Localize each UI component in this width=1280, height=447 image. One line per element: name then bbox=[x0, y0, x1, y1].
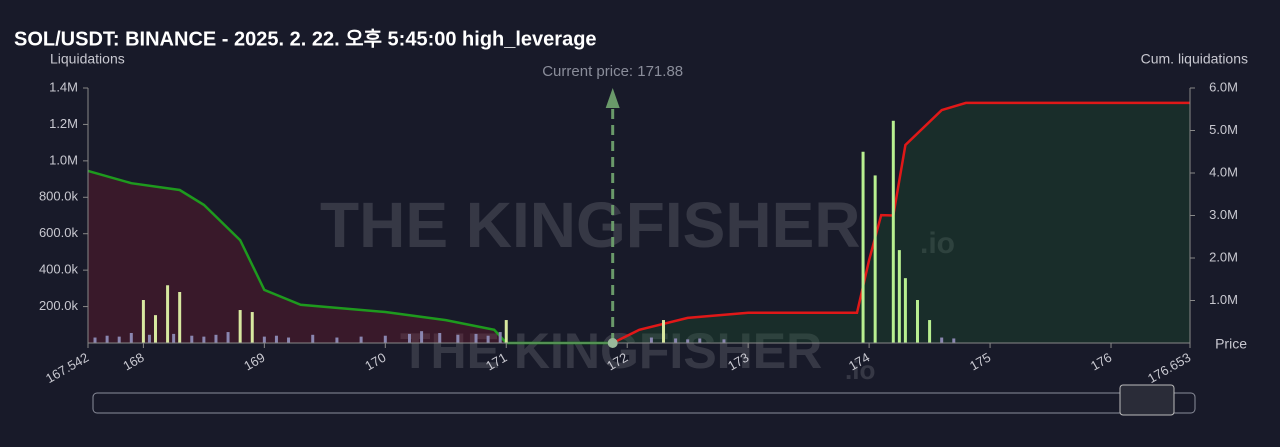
bar bbox=[915, 300, 919, 343]
watermark-text: THE KINGFISHER bbox=[320, 189, 860, 261]
y-tick-label: 200.0k bbox=[39, 298, 79, 313]
y-tick-label: 1.0M bbox=[49, 152, 78, 167]
bar bbox=[420, 331, 424, 343]
bar bbox=[456, 334, 460, 343]
watermark-suffix: .io bbox=[920, 227, 955, 260]
bar bbox=[686, 339, 690, 343]
bar bbox=[674, 338, 678, 343]
y2-tick-label: 5.0M bbox=[1209, 122, 1238, 137]
bar bbox=[903, 278, 907, 343]
chart-title: SOL/USDT: BINANCE - 2025. 2. 22. 오후 5:45… bbox=[14, 27, 597, 50]
y2-tick-label: 4.0M bbox=[1209, 164, 1238, 179]
bar bbox=[952, 338, 956, 343]
area bbox=[612, 102, 1190, 344]
bar bbox=[153, 315, 157, 343]
bar bbox=[335, 337, 339, 343]
y2-axis-label: Cum. liquidations bbox=[1141, 51, 1248, 67]
bar bbox=[105, 335, 109, 343]
bar bbox=[698, 338, 702, 343]
watermark: THE KINGFISHER .io THE KINGFISHER .io bbox=[320, 189, 955, 385]
bar bbox=[474, 333, 478, 343]
bar bbox=[274, 335, 278, 343]
bar bbox=[486, 335, 490, 343]
bar bbox=[129, 332, 133, 343]
bar bbox=[722, 339, 726, 343]
bar bbox=[928, 320, 932, 343]
bar bbox=[287, 337, 291, 343]
y2-tick-label: 6.0M bbox=[1209, 79, 1238, 94]
current-price-arrow bbox=[605, 88, 620, 108]
bar bbox=[238, 310, 242, 343]
watermark-suffix: .io bbox=[845, 355, 875, 385]
y2-tick-label: 2.0M bbox=[1209, 249, 1238, 264]
y2-tick-label: 1.0M bbox=[1209, 292, 1238, 307]
bar bbox=[897, 250, 901, 343]
bar bbox=[383, 335, 387, 343]
y-tick-label: 600.0k bbox=[39, 225, 79, 240]
watermark-text: THE KINGFISHER bbox=[400, 323, 822, 379]
bar bbox=[498, 332, 502, 343]
bar bbox=[226, 332, 230, 343]
bar bbox=[202, 336, 206, 343]
bar bbox=[661, 320, 665, 343]
y-axis-label: Liquidations bbox=[50, 51, 125, 67]
x-axis-label: Price bbox=[1215, 336, 1247, 352]
bar bbox=[262, 336, 266, 343]
y-tick-label: 1.2M bbox=[49, 116, 78, 131]
bar bbox=[891, 120, 895, 344]
bar bbox=[190, 335, 194, 343]
y2-tick-label: 3.0M bbox=[1209, 207, 1238, 222]
bar bbox=[250, 312, 254, 343]
current-price-label: Current price: 171.88 bbox=[542, 63, 683, 80]
y-tick-label: 1.4M bbox=[49, 79, 78, 94]
bar bbox=[147, 334, 151, 343]
bar bbox=[117, 336, 121, 343]
bar bbox=[940, 337, 944, 343]
bar bbox=[407, 333, 411, 343]
scroll-handle[interactable] bbox=[1119, 384, 1175, 416]
y-tick-label: 800.0k bbox=[39, 189, 79, 204]
bar bbox=[172, 333, 176, 343]
bar bbox=[504, 320, 508, 343]
area bbox=[88, 170, 613, 343]
y-tick-label: 400.0k bbox=[39, 262, 79, 277]
bar bbox=[438, 332, 442, 343]
bar bbox=[141, 300, 145, 343]
bar bbox=[93, 337, 97, 343]
bar bbox=[178, 292, 182, 343]
bar bbox=[359, 336, 363, 343]
line bbox=[87, 169, 613, 345]
bar bbox=[166, 285, 170, 343]
current-price-dot bbox=[607, 338, 618, 348]
bar bbox=[311, 334, 315, 343]
bar bbox=[861, 151, 865, 343]
bar bbox=[873, 175, 877, 343]
plot-area bbox=[87, 101, 1190, 345]
bar bbox=[649, 337, 653, 343]
scrollbar[interactable] bbox=[92, 392, 1196, 414]
bar bbox=[214, 334, 218, 343]
